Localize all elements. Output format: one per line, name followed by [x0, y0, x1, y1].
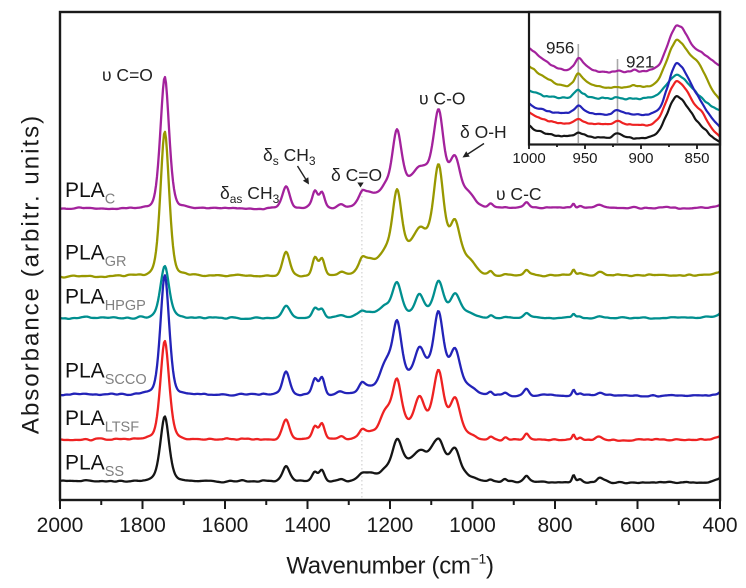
svg-text:1600: 1600 [202, 514, 249, 537]
svg-text:1800: 1800 [119, 514, 166, 537]
svg-text:δs CH3: δs CH3 [263, 145, 316, 168]
svg-text:900: 900 [628, 150, 653, 167]
svg-text:δ C=O: δ C=O [331, 165, 382, 185]
svg-text:956: 956 [546, 39, 574, 58]
svg-text:950: 950 [572, 150, 597, 167]
svg-text:800: 800 [537, 514, 572, 537]
svg-text:1000: 1000 [512, 150, 545, 167]
svg-text:400: 400 [702, 514, 737, 537]
svg-text:850: 850 [684, 150, 709, 167]
svg-text:Absorbance (arbitr. units): Absorbance (arbitr. units) [18, 114, 45, 434]
svg-text:600: 600 [620, 514, 655, 537]
svg-text:1400: 1400 [284, 514, 331, 537]
svg-text:δas CH3: δas CH3 [220, 183, 280, 206]
svg-text:υ C=O: υ C=O [102, 65, 153, 85]
svg-text:υ C-C: υ C-C [496, 184, 542, 204]
svg-text:1000: 1000 [449, 514, 496, 537]
svg-text:2000: 2000 [37, 514, 84, 537]
svg-text:1200: 1200 [367, 514, 414, 537]
svg-text:δ O-H: δ O-H [460, 122, 507, 142]
svg-text:921: 921 [626, 53, 654, 72]
svg-text:υ C-O: υ C-O [419, 89, 466, 109]
svg-text:Wavenumber (cm−1): Wavenumber (cm−1) [286, 551, 493, 580]
